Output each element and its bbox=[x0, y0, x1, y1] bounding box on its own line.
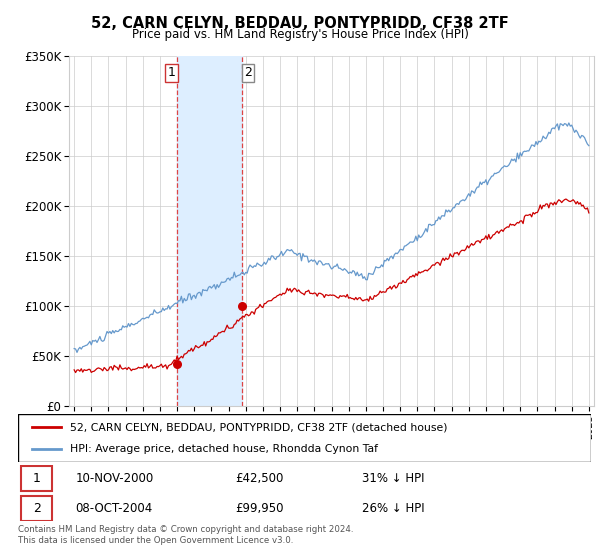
Text: 52, CARN CELYN, BEDDAU, PONTYPRIDD, CF38 2TF: 52, CARN CELYN, BEDDAU, PONTYPRIDD, CF38… bbox=[91, 16, 509, 31]
Text: Contains HM Land Registry data © Crown copyright and database right 2024.
This d: Contains HM Land Registry data © Crown c… bbox=[18, 525, 353, 545]
Text: Price paid vs. HM Land Registry's House Price Index (HPI): Price paid vs. HM Land Registry's House … bbox=[131, 28, 469, 41]
Text: 31% ↓ HPI: 31% ↓ HPI bbox=[362, 472, 424, 486]
Text: £42,500: £42,500 bbox=[236, 472, 284, 486]
Point bbox=[172, 359, 182, 368]
Text: 1: 1 bbox=[167, 66, 175, 79]
Text: 52, CARN CELYN, BEDDAU, PONTYPRIDD, CF38 2TF (detached house): 52, CARN CELYN, BEDDAU, PONTYPRIDD, CF38… bbox=[70, 422, 447, 432]
Bar bbox=[177, 56, 242, 406]
Text: £99,950: £99,950 bbox=[236, 502, 284, 515]
Bar bbox=[21, 496, 52, 521]
Text: 08-OCT-2004: 08-OCT-2004 bbox=[76, 502, 152, 515]
Text: 2: 2 bbox=[244, 66, 252, 79]
Text: HPI: Average price, detached house, Rhondda Cynon Taf: HPI: Average price, detached house, Rhon… bbox=[70, 444, 377, 454]
Text: 1: 1 bbox=[32, 472, 41, 486]
Text: 2: 2 bbox=[32, 502, 41, 515]
Point bbox=[238, 302, 247, 311]
Text: 10-NOV-2000: 10-NOV-2000 bbox=[76, 472, 154, 486]
Text: 26% ↓ HPI: 26% ↓ HPI bbox=[362, 502, 424, 515]
Bar bbox=[21, 466, 52, 492]
